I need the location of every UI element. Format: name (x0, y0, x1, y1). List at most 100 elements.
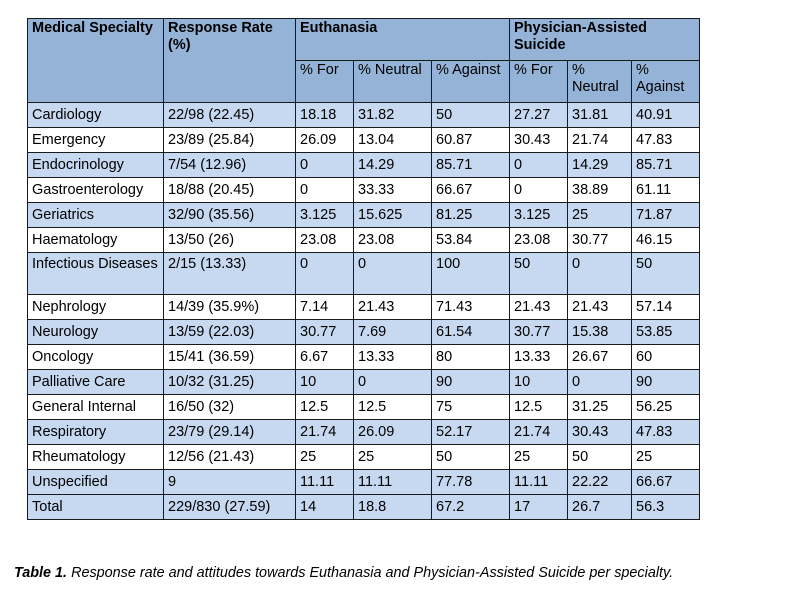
cell-specialty: Neurology (27, 319, 164, 345)
table-row: Gastroenterology 18/88 (20.45) 0 33.33 66.67… (27, 177, 701, 203)
table-row: Emergency 23/89 (25.84) 26.09 13.04 60.87 30.… (27, 127, 701, 153)
cell-euth-against: 100 (430, 252, 511, 295)
subheader-pas-for: % For (509, 60, 569, 103)
cell-euth-against: 80 (430, 344, 511, 370)
cell-euth-neutral: 15.625 (353, 202, 432, 228)
cell-euth-neutral: 23.08 (353, 227, 432, 253)
cell-euth-neutral: 25 (353, 444, 432, 470)
cell-pas-against: 47.83 (631, 127, 701, 153)
cell-response-rate: 15/41 (36.59) (163, 344, 296, 370)
cell-pas-for: 25 (509, 444, 569, 470)
cell-euth-against: 53.84 (430, 227, 511, 253)
cell-response-rate: 12/56 (21.43) (163, 444, 296, 470)
table-row: Respiratory 23/79 (29.14) 21.74 26.09 52.17 2… (27, 419, 701, 445)
table-row: Total 229/830 (27.59) 14 18.8 67.2 17 26.7 56.3 (27, 494, 701, 520)
cell-euth-for: 14 (295, 494, 354, 520)
cell-pas-for: 23.08 (509, 227, 569, 253)
cell-pas-for: 13.33 (509, 344, 569, 370)
cell-pas-for: 50 (509, 252, 569, 295)
cell-pas-for: 21.74 (509, 419, 569, 445)
cell-response-rate: 23/89 (25.84) (163, 127, 296, 153)
cell-euth-against: 67.2 (430, 494, 511, 520)
cell-pas-for: 11.11 (509, 469, 569, 495)
caption-text: Response rate and attitudes towards Euth… (71, 565, 674, 581)
cell-specialty: Geriatrics (27, 202, 164, 228)
cell-pas-against: 85.71 (631, 152, 701, 178)
cell-euth-neutral: 0 (353, 252, 432, 295)
table-row: Nephrology 14/39 (35.9%) 7.14 21.43 71.43 21.… (27, 294, 701, 320)
cell-specialty: Total (27, 494, 164, 520)
cell-pas-neutral: 21.74 (567, 127, 633, 153)
caption-label: Table 1. (14, 565, 68, 581)
cell-response-rate: 10/32 (31.25) (163, 369, 296, 395)
cell-pas-for: 30.77 (509, 319, 569, 345)
table-row: Cardiology 22/98 (22.45) 18.18 31.82 50 27.27… (27, 102, 701, 128)
cell-euth-against: 81.25 (430, 202, 511, 228)
cell-response-rate: 32/90 (35.56) (163, 202, 296, 228)
cell-pas-neutral: 22.22 (567, 469, 633, 495)
header-euthanasia: Euthanasia (294, 18, 511, 61)
cell-pas-neutral: 31.25 (567, 394, 633, 420)
cell-euth-for: 6.67 (295, 344, 354, 370)
cell-pas-neutral: 21.43 (567, 294, 633, 320)
cell-pas-for: 17 (509, 494, 569, 520)
cell-euth-for: 18.18 (295, 102, 354, 128)
cell-specialty: Cardiology (27, 102, 164, 128)
cell-pas-neutral: 0 (567, 252, 633, 295)
cell-specialty: Palliative Care (27, 369, 164, 395)
cell-euth-against: 66.67 (430, 177, 511, 203)
cell-specialty: Gastroenterology (27, 177, 164, 203)
table-row: Unspecified 9 11.11 11.11 77.78 11.11 22.22 66.… (27, 469, 701, 495)
cell-pas-for: 10 (509, 369, 569, 395)
cell-response-rate: 16/50 (32) (163, 394, 296, 420)
cell-euth-neutral: 13.33 (353, 344, 432, 370)
cell-euth-neutral: 12.5 (353, 394, 432, 420)
cell-euth-neutral: 13.04 (353, 127, 432, 153)
cell-specialty: Emergency (27, 127, 164, 153)
cell-response-rate: 23/79 (29.14) (163, 419, 296, 445)
table-row: General Internal 16/50 (32) 12.5 12.5 75 12.5… (27, 394, 701, 420)
cell-specialty: Unspecified (27, 469, 164, 495)
cell-response-rate: 229/830 (27.59) (163, 494, 296, 520)
cell-pas-for: 0 (509, 152, 569, 178)
table-row: Oncology 15/41 (36.59) 6.67 13.33 80 13.33 26.… (27, 344, 701, 370)
cell-specialty: Haematology (27, 227, 164, 253)
cell-euth-against: 77.78 (430, 469, 511, 495)
cell-euth-against: 52.17 (430, 419, 511, 445)
cell-pas-neutral: 26.7 (567, 494, 633, 520)
subheader-pas-against: % Against (631, 60, 701, 103)
cell-euth-for: 23.08 (295, 227, 354, 253)
cell-euth-neutral: 26.09 (353, 419, 432, 445)
cell-response-rate: 7/54 (12.96) (163, 152, 296, 178)
cell-euth-for: 25 (295, 444, 354, 470)
table-row: Endocrinology 7/54 (12.96) 0 14.29 85.71 0 14.… (27, 152, 701, 178)
cell-pas-against: 57.14 (631, 294, 701, 320)
cell-euth-for: 0 (295, 177, 354, 203)
cell-pas-against: 61.11 (631, 177, 701, 203)
cell-pas-against: 60 (631, 344, 701, 370)
header-response-rate-label: Response Rate (%) (168, 20, 273, 53)
cell-euth-against: 85.71 (430, 152, 511, 178)
cell-pas-neutral: 38.89 (567, 177, 633, 203)
header-response-rate: Response Rate (%) (163, 18, 296, 103)
cell-specialty: Oncology (27, 344, 164, 370)
cell-response-rate: 22/98 (22.45) (163, 102, 296, 128)
table-row: Geriatrics 32/90 (35.56) 3.125 15.625 81.25 3… (27, 202, 701, 228)
cell-pas-against: 46.15 (631, 227, 701, 253)
cell-euth-for: 0 (295, 152, 354, 178)
cell-pas-against: 40.91 (631, 102, 701, 128)
cell-euth-for: 3.125 (295, 202, 354, 228)
cell-euth-against: 90 (430, 369, 511, 395)
table-row: Rheumatology 12/56 (21.43) 25 25 50 25 50 25 (27, 444, 701, 470)
subheader-euth-for: % For (295, 60, 354, 103)
cell-euth-against: 75 (430, 394, 511, 420)
cell-euth-for: 7.14 (295, 294, 354, 320)
cell-pas-against: 90 (631, 369, 701, 395)
cell-euth-neutral: 21.43 (353, 294, 432, 320)
cell-response-rate: 2/15 (13.33) (163, 252, 296, 295)
cell-pas-neutral: 30.77 (567, 227, 633, 253)
cell-response-rate: 14/39 (35.9%) (163, 294, 296, 320)
cell-pas-for: 3.125 (509, 202, 569, 228)
cell-pas-neutral: 25 (567, 202, 633, 228)
subheader-euth-neutral: % Neutral (353, 60, 432, 103)
